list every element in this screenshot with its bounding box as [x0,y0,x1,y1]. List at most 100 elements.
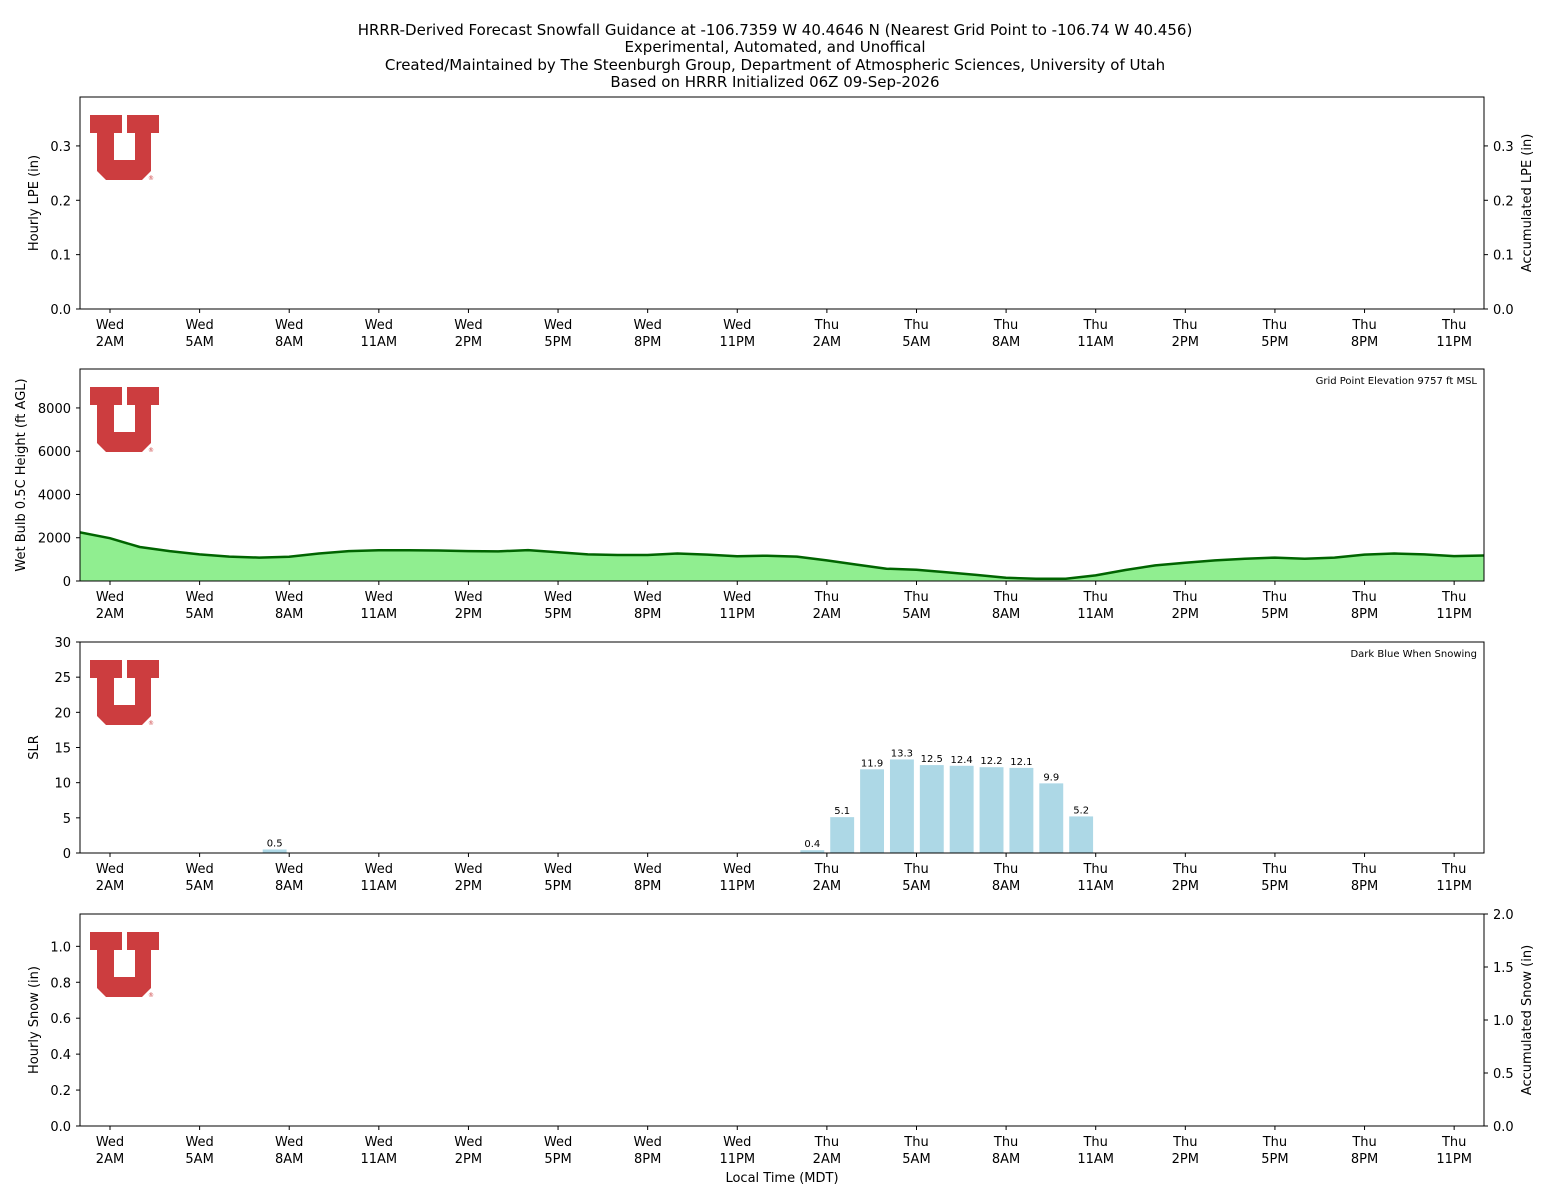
panel-data [80,531,1484,581]
slr-bar [1039,783,1064,853]
slr-bar [949,765,974,853]
x-tick-label-time: 5PM [1261,1152,1288,1167]
left-y-tick-label: 4000 [38,488,71,503]
slr-bar [889,759,914,853]
x-tick-label-day: Thu [1262,862,1287,877]
x-tick-label-day: Thu [1262,590,1287,605]
left-y-tick-label: 6000 [38,445,71,460]
x-tick-label-day: Wed [723,1135,751,1150]
x-tick-label-time: 5AM [185,335,213,350]
x-tick-label-day: Wed [275,1135,303,1150]
slr-bar-label: 9.9 [1043,772,1059,783]
x-tick-label-time: 8AM [992,607,1020,622]
x-tick-label-time: 5AM [902,335,930,350]
panel-3: 0 5 10 15 20 25 30 SLR 0.5 0.4 5.1 11.9 13.3 12.5 12.4… [27,636,1485,894]
wet-bulb-line [80,531,1484,581]
panel-annotation: Dark Blue When Snowing [1350,649,1477,660]
x-tick-label-time: 2PM [1172,879,1199,894]
left-y-tick-label: 0.6 [50,1012,71,1027]
x-tick-label-day: Thu [993,318,1018,333]
slr-bar [860,769,885,853]
x-tick-label-day: Thu [1351,590,1376,605]
slr-bar [800,850,825,853]
x-tick-label-time: 2AM [813,607,841,622]
x-tick-label-day: Thu [814,318,839,333]
left-y-tick-label: 0.2 [50,1084,71,1099]
left-y-tick-label: 0 [63,847,71,862]
x-tick-label-day: Thu [1262,318,1287,333]
x-tick-label-time: 8PM [1351,1152,1378,1167]
x-tick-label-day: Wed [454,318,482,333]
x-tick-label-time: 11AM [1077,607,1114,622]
x-tick-label-time: 2PM [455,607,482,622]
right-y-tick-label: 1.5 [1493,961,1514,976]
x-tick-label-time: 11PM [719,1152,755,1167]
left-y-tick-label: 10 [54,777,71,792]
x-tick-label-time: 2PM [455,879,482,894]
x-tick-label-time: 5PM [1261,879,1288,894]
x-tick-label-time: 2PM [1172,607,1199,622]
x-tick-label-time: 8PM [634,607,661,622]
x-tick-label-day: Wed [454,862,482,877]
x-tick-label-time: 8AM [275,335,303,350]
x-tick-label-day: Wed [544,590,572,605]
x-tick-label-day: Wed [454,1135,482,1150]
x-tick-label-time: 11PM [719,879,755,894]
x-tick-label-time: 2AM [813,879,841,894]
right-y-tick-label: 0.0 [1493,1120,1514,1135]
x-tick-label-time: 5PM [1261,607,1288,622]
x-tick-label-time: 11PM [1436,879,1472,894]
panel-2: 0 2000 4000 6000 8000 Wet Bulb 0.5C Height (f… [14,368,1485,622]
x-tick-label-day: Thu [903,590,928,605]
x-tick-label-day: Thu [1262,1135,1287,1150]
x-tick-label-day: Thu [1082,318,1107,333]
slr-bar-label: 12.2 [980,756,1002,767]
panel-4: 0.0 0.2 0.4 0.6 0.8 1.0 Hourly Snow (in) 0.0 0.5… [27,908,1535,1186]
x-tick-label-time: 8PM [634,879,661,894]
slr-bar-label: 5.2 [1073,805,1089,816]
x-tick-label-time: 11AM [361,607,398,622]
title-line-1: HRRR-Derived Forecast Snowfall Guidance … [357,21,1193,39]
x-tick-label-day: Wed [185,862,213,877]
title-line-4: Based on HRRR Initialized 06Z 09-Sep-202… [610,73,940,91]
x-tick-label-time: 8AM [275,879,303,894]
right-y-axis-label: Accumulated LPE (in) [1520,134,1535,273]
x-tick-label-day: Wed [96,318,124,333]
x-tick-label-day: Wed [723,318,751,333]
x-tick-label-day: Thu [903,1135,928,1150]
x-tick-label-time: 5AM [902,1152,930,1167]
x-tick-label-day: Thu [1351,1135,1376,1150]
x-tick-label-day: Thu [1441,1135,1466,1150]
x-tick-label-day: Thu [1441,318,1466,333]
x-tick-label-day: Thu [1082,590,1107,605]
x-tick-label-time: 2AM [96,1152,124,1167]
x-tick-label-day: Thu [1082,862,1107,877]
x-tick-label-time: 2AM [96,607,124,622]
x-tick-label-time: 8PM [1351,335,1378,350]
x-tick-label-day: Wed [544,1135,572,1150]
x-tick-label-time: 11AM [1077,335,1114,350]
left-y-tick-label: 30 [54,636,71,651]
slr-bar [1009,767,1034,853]
x-tick-label-time: 11AM [1077,879,1114,894]
x-tick-label-day: Thu [1172,318,1197,333]
slr-bar [262,849,287,853]
x-tick-label-day: Thu [1351,862,1376,877]
x-tick-label-day: Wed [633,862,661,877]
panel-frame [79,913,1485,1127]
slr-bar [1069,816,1094,853]
x-tick-label-day: Wed [185,590,213,605]
registered-mark: ® [148,175,154,182]
x-tick-label-time: 2PM [455,335,482,350]
x-tick-label-time: 5AM [185,1152,213,1167]
x-tick-label-day: Wed [454,590,482,605]
x-tick-label-day: Thu [993,590,1018,605]
slr-bar-label: 0.4 [804,839,820,850]
slr-bar-label: 11.9 [861,758,883,769]
x-tick-label-day: Thu [1351,318,1376,333]
panel-1: 0.0 0.1 0.2 0.3 Hourly LPE (in) 0.0 0.1 0.2 0.3 A… [27,96,1535,350]
x-tick-label-day: Wed [185,1135,213,1150]
x-tick-label-day: Thu [1172,590,1197,605]
left-y-tick-label: 20 [54,706,71,721]
left-y-axis-label: Hourly LPE (in) [27,155,42,251]
